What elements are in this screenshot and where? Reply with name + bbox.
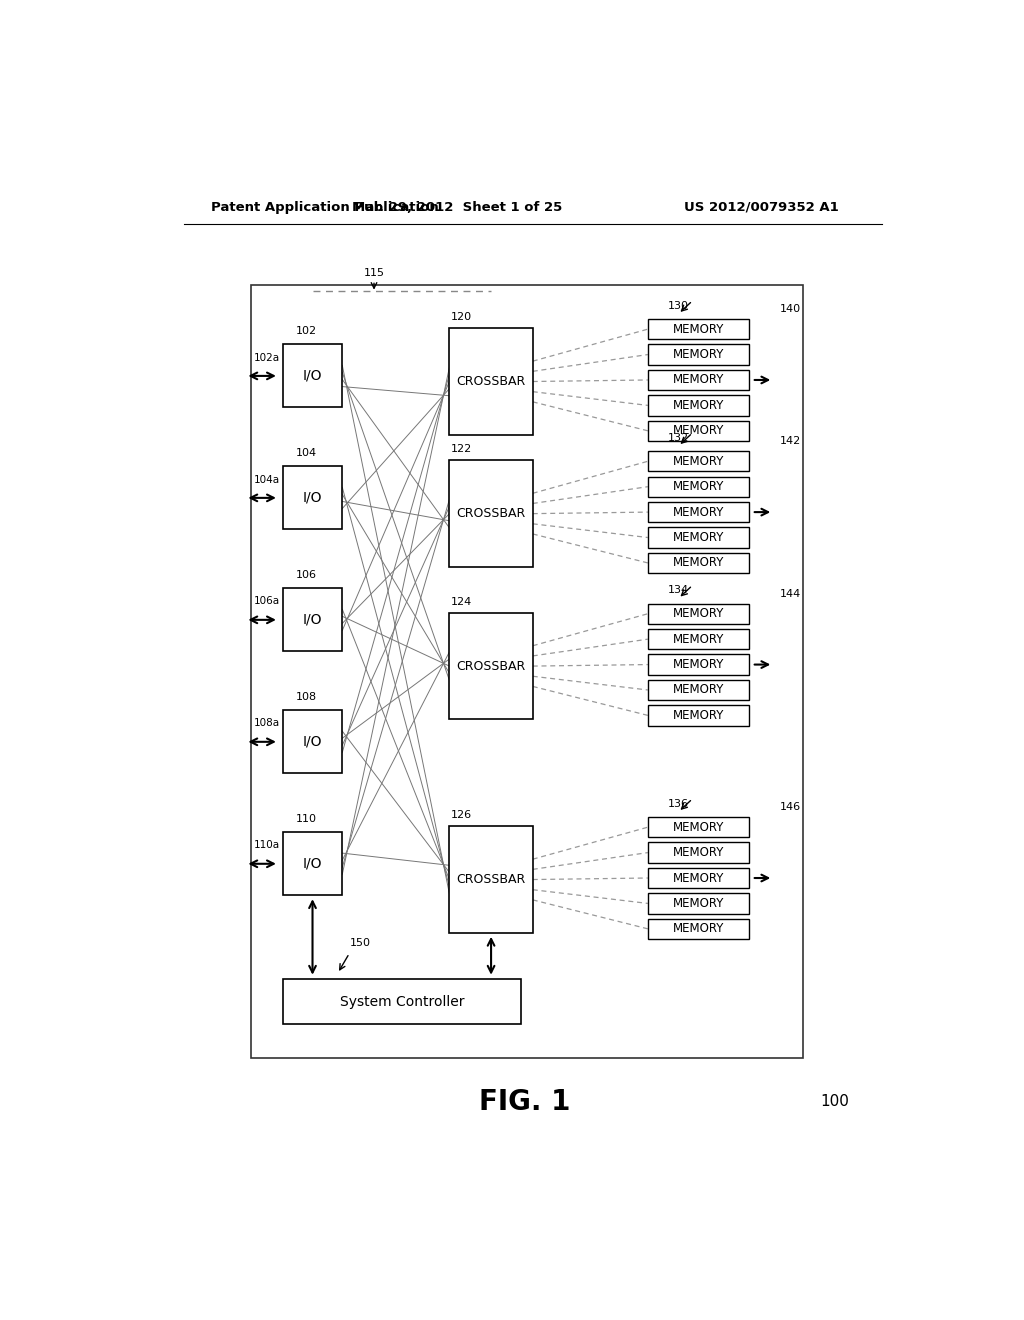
Text: 106a: 106a xyxy=(254,597,281,606)
Text: CROSSBAR: CROSSBAR xyxy=(457,507,525,520)
Text: MEMORY: MEMORY xyxy=(673,684,724,697)
Text: MEMORY: MEMORY xyxy=(673,374,724,387)
Bar xyxy=(283,710,342,774)
Text: 104: 104 xyxy=(296,449,317,458)
Text: 110: 110 xyxy=(296,814,317,824)
Bar xyxy=(648,451,750,471)
Text: 110a: 110a xyxy=(254,841,281,850)
Text: MEMORY: MEMORY xyxy=(673,923,724,936)
Text: 134: 134 xyxy=(668,586,689,595)
Text: 120: 120 xyxy=(451,312,472,322)
Bar xyxy=(648,477,750,496)
Bar xyxy=(450,612,532,719)
Bar xyxy=(648,319,750,339)
Text: MEMORY: MEMORY xyxy=(673,821,724,834)
Text: MEMORY: MEMORY xyxy=(673,846,724,859)
Bar xyxy=(648,919,750,939)
Bar xyxy=(648,630,750,649)
Text: CROSSBAR: CROSSBAR xyxy=(457,873,525,886)
Text: MEMORY: MEMORY xyxy=(673,322,724,335)
Text: 140: 140 xyxy=(779,304,801,314)
Text: 136: 136 xyxy=(668,799,689,809)
Text: 146: 146 xyxy=(779,803,801,812)
Text: MEMORY: MEMORY xyxy=(673,607,724,620)
Text: 144: 144 xyxy=(779,589,801,598)
Text: 132: 132 xyxy=(668,433,689,444)
Text: MEMORY: MEMORY xyxy=(673,896,724,909)
Text: 104a: 104a xyxy=(254,474,281,484)
Text: I/O: I/O xyxy=(303,491,323,504)
Text: MEMORY: MEMORY xyxy=(673,506,724,519)
Bar xyxy=(283,345,342,408)
Text: MEMORY: MEMORY xyxy=(673,659,724,671)
Bar xyxy=(648,842,750,863)
Text: 150: 150 xyxy=(349,939,371,948)
Text: I/O: I/O xyxy=(303,612,323,627)
Bar xyxy=(648,817,750,837)
Text: I/O: I/O xyxy=(303,857,323,871)
Text: CROSSBAR: CROSSBAR xyxy=(457,660,525,673)
Text: 115: 115 xyxy=(364,268,385,279)
Text: 126: 126 xyxy=(451,810,472,820)
Bar xyxy=(648,421,750,441)
Text: MEMORY: MEMORY xyxy=(673,399,724,412)
Bar xyxy=(450,826,532,933)
Text: 108: 108 xyxy=(296,692,317,702)
Text: MEMORY: MEMORY xyxy=(673,424,724,437)
Text: System Controller: System Controller xyxy=(340,994,464,1008)
Text: 130: 130 xyxy=(668,301,689,312)
Bar xyxy=(648,502,750,523)
Bar xyxy=(450,329,532,434)
Bar xyxy=(648,894,750,913)
Bar xyxy=(648,395,750,416)
Bar xyxy=(648,528,750,548)
Bar xyxy=(648,867,750,888)
Text: 108a: 108a xyxy=(254,718,281,729)
Bar xyxy=(648,553,750,573)
Text: 106: 106 xyxy=(296,570,317,581)
Bar xyxy=(251,285,803,1057)
Text: Mar. 29, 2012  Sheet 1 of 25: Mar. 29, 2012 Sheet 1 of 25 xyxy=(352,201,562,214)
Bar xyxy=(648,345,750,364)
Text: MEMORY: MEMORY xyxy=(673,348,724,362)
Text: 142: 142 xyxy=(779,436,801,446)
Text: MEMORY: MEMORY xyxy=(673,455,724,467)
Text: I/O: I/O xyxy=(303,368,323,383)
Text: 124: 124 xyxy=(451,597,472,607)
Bar xyxy=(648,370,750,391)
Bar xyxy=(450,461,532,568)
Text: MEMORY: MEMORY xyxy=(673,632,724,645)
Text: 102a: 102a xyxy=(254,352,281,363)
Bar xyxy=(648,680,750,700)
Text: FIG. 1: FIG. 1 xyxy=(479,1088,570,1115)
Text: MEMORY: MEMORY xyxy=(673,531,724,544)
Text: 102: 102 xyxy=(296,326,317,337)
Text: I/O: I/O xyxy=(303,735,323,748)
Text: MEMORY: MEMORY xyxy=(673,480,724,494)
Text: 100: 100 xyxy=(820,1094,849,1109)
Text: 122: 122 xyxy=(451,444,472,454)
Bar xyxy=(648,705,750,726)
Bar xyxy=(648,603,750,624)
Text: Patent Application Publication: Patent Application Publication xyxy=(211,201,439,214)
Text: MEMORY: MEMORY xyxy=(673,557,724,569)
Bar xyxy=(283,589,342,651)
Bar xyxy=(283,978,521,1024)
Bar xyxy=(283,833,342,895)
Bar xyxy=(283,466,342,529)
Text: MEMORY: MEMORY xyxy=(673,871,724,884)
Text: MEMORY: MEMORY xyxy=(673,709,724,722)
Text: CROSSBAR: CROSSBAR xyxy=(457,375,525,388)
Bar xyxy=(648,655,750,675)
Text: US 2012/0079352 A1: US 2012/0079352 A1 xyxy=(684,201,839,214)
